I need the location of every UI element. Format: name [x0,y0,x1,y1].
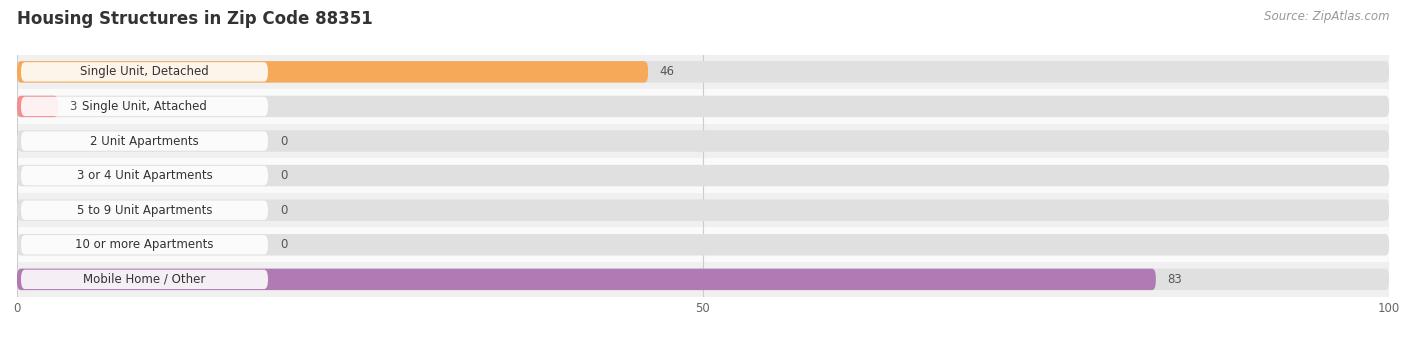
Text: 83: 83 [1167,273,1181,286]
Bar [17,89,1389,124]
Text: Source: ZipAtlas.com: Source: ZipAtlas.com [1264,10,1389,23]
Bar [17,55,1389,89]
Text: 46: 46 [659,65,673,78]
FancyBboxPatch shape [17,61,648,83]
Bar [17,262,1389,297]
FancyBboxPatch shape [21,201,269,220]
FancyBboxPatch shape [17,234,1389,255]
FancyBboxPatch shape [21,62,269,81]
Text: 3: 3 [69,100,76,113]
Text: 0: 0 [280,135,288,148]
FancyBboxPatch shape [17,61,1389,83]
FancyBboxPatch shape [17,96,58,117]
FancyBboxPatch shape [17,199,1389,221]
Text: 2 Unit Apartments: 2 Unit Apartments [90,135,198,148]
Text: 3 or 4 Unit Apartments: 3 or 4 Unit Apartments [76,169,212,182]
Bar [17,227,1389,262]
FancyBboxPatch shape [21,131,269,151]
Text: Housing Structures in Zip Code 88351: Housing Structures in Zip Code 88351 [17,10,373,28]
FancyBboxPatch shape [17,165,1389,186]
Text: 0: 0 [280,169,288,182]
FancyBboxPatch shape [21,97,269,116]
Bar [17,124,1389,158]
FancyBboxPatch shape [21,166,269,185]
Text: Single Unit, Detached: Single Unit, Detached [80,65,209,78]
Text: 0: 0 [280,238,288,251]
Text: Single Unit, Attached: Single Unit, Attached [82,100,207,113]
Bar [17,193,1389,227]
Text: 10 or more Apartments: 10 or more Apartments [76,238,214,251]
FancyBboxPatch shape [17,96,1389,117]
FancyBboxPatch shape [17,269,1156,290]
FancyBboxPatch shape [21,235,269,254]
Bar [17,158,1389,193]
FancyBboxPatch shape [21,270,269,289]
FancyBboxPatch shape [17,269,1389,290]
Text: 5 to 9 Unit Apartments: 5 to 9 Unit Apartments [77,204,212,217]
Text: 0: 0 [280,204,288,217]
Text: Mobile Home / Other: Mobile Home / Other [83,273,205,286]
FancyBboxPatch shape [17,130,1389,152]
